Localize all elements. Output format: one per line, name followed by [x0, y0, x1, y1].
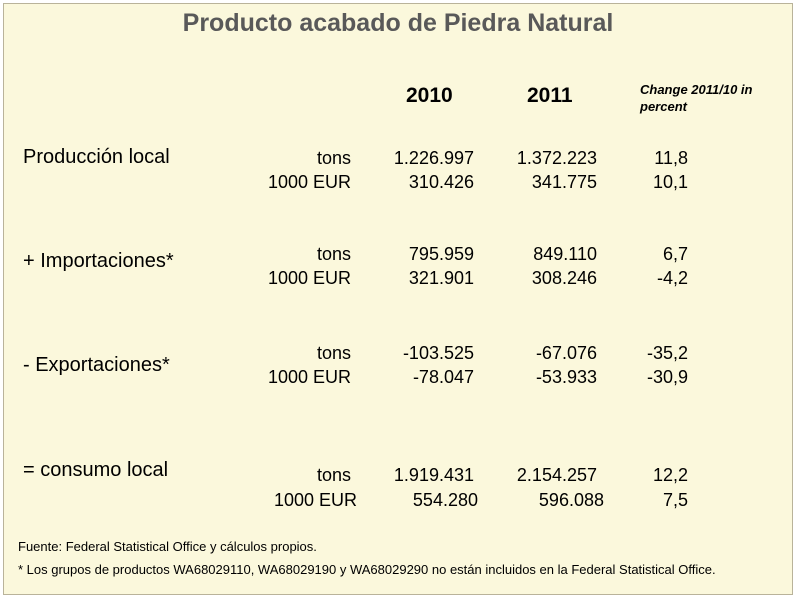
group-label-produccion: Producción local	[23, 146, 170, 168]
table-row: 1000 EUR -78.047 -53.933 -30,9	[4, 367, 794, 391]
header-2010: 2010	[406, 84, 453, 107]
table-row: tons 1.919.431 2.154.257 12,2	[4, 465, 794, 489]
group-label-importaciones: + Importaciones*	[23, 250, 174, 272]
header-2011: 2011	[527, 84, 573, 107]
value-2010-cell: 1.919.431	[393, 465, 474, 485]
unit-cell: tons	[316, 148, 351, 168]
change-cell: 11,8	[654, 148, 688, 168]
page-title: Producto acabado de Piedra Natural	[182, 9, 614, 37]
value-2011-cell: 1.372.223	[516, 148, 597, 168]
value-2010-cell: 795.959	[408, 244, 474, 264]
table-row: tons -103.525 -67.076 -35,2	[4, 343, 794, 367]
table-row: 1000 EUR 321.901 308.246 -4,2	[4, 268, 794, 292]
value-2011-cell: 308.246	[531, 268, 597, 288]
change-cell: -30,9	[646, 367, 688, 387]
unit-cell: 1000 EUR	[267, 172, 351, 192]
value-2010-cell: 310.426	[408, 172, 474, 192]
group-label-exportaciones: - Exportaciones*	[23, 354, 170, 376]
unit-cell: 1000 EUR	[267, 367, 351, 387]
unit-cell: tons	[316, 465, 351, 485]
header-change: Change 2011/10 in percent	[640, 82, 753, 114]
change-cell: -35,2	[646, 343, 688, 363]
value-2010-cell: 321.901	[408, 268, 474, 288]
value-2011-cell: 341.775	[531, 172, 597, 192]
unit-cell: tons	[316, 244, 351, 264]
value-2010-cell: 1.226.997	[393, 148, 474, 168]
value-2011-cell: 2.154.257	[516, 465, 597, 485]
value-2011-cell: -67.076	[535, 343, 597, 363]
table-row: tons 1.226.997 1.372.223 11,8	[4, 148, 794, 172]
change-cell: -4,2	[656, 268, 688, 288]
value-2011-cell: 596.088	[538, 490, 604, 510]
change-cell: 10,1	[652, 172, 688, 192]
value-2010-cell: -103.525	[402, 343, 474, 363]
table-row: tons 795.959 849.110 6,7	[4, 244, 794, 268]
unit-cell: 1000 EUR	[273, 490, 357, 510]
footer-note: * Los grupos de productos WA68029110, WA…	[18, 562, 716, 577]
unit-cell: tons	[316, 343, 351, 363]
footer-source: Fuente: Federal Statistical Office y cál…	[18, 539, 317, 554]
table-row: 1000 EUR 310.426 341.775 10,1	[4, 172, 794, 196]
value-2011-cell: 849.110	[533, 244, 597, 264]
group-label-consumo: = consumo local	[23, 459, 169, 481]
value-2010-cell: -78.047	[412, 367, 474, 387]
unit-cell: 1000 EUR	[267, 268, 351, 288]
value-2011-cell: -53.933	[535, 367, 597, 387]
change-cell: 7,5	[662, 490, 688, 510]
slide: Producto acabado de Piedra Natural 2010 …	[3, 3, 793, 595]
table-row: 1000 EUR 554.280 596.088 7,5	[4, 490, 794, 514]
change-cell: 6,7	[662, 244, 688, 264]
value-2010-cell: 554.280	[412, 490, 478, 510]
change-cell: 12,2	[652, 465, 688, 485]
